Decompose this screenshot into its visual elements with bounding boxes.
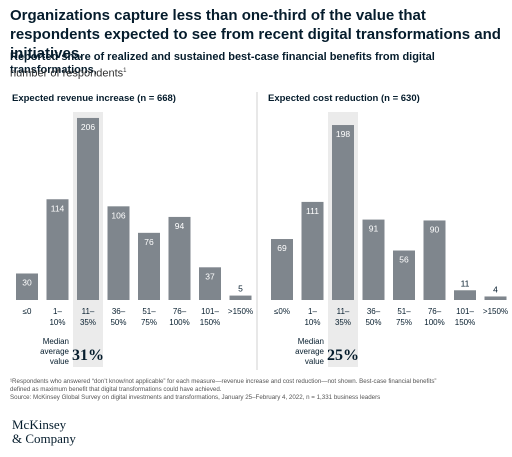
footnote: ¹Respondents who answered “don’t know/no…: [10, 378, 504, 402]
bar-value-label: 114: [51, 203, 65, 213]
median-label-text: Median: [43, 337, 69, 346]
median-value: 25%: [327, 347, 359, 364]
category-tick-label: 150%: [200, 318, 220, 327]
category-tick-label: ≤0%: [274, 307, 290, 316]
bar: [229, 295, 252, 300]
bar: [16, 273, 38, 300]
median-label-text: average: [295, 347, 324, 356]
bar-value-label: 5: [238, 284, 243, 294]
bar: [168, 216, 191, 300]
median-label-text: value: [50, 357, 70, 366]
category-tick-label: 1–: [53, 307, 62, 316]
bar-value-label: 91: [369, 224, 379, 234]
panel-title: Expected cost reduction (n = 630): [268, 93, 420, 104]
bar: [332, 125, 354, 300]
bar-value-label: 76: [144, 237, 154, 247]
footnote-line-1: ¹Respondents who answered “don’t know/no…: [10, 378, 437, 385]
median-label-text: Median: [298, 337, 324, 346]
category-tick-label: 11–: [82, 307, 95, 316]
category-tick-label: 50%: [365, 318, 381, 327]
bar-value-label: 37: [205, 271, 215, 281]
bar: [46, 199, 69, 300]
category-tick-label: 101–: [201, 307, 219, 316]
bar-value-label: 4: [493, 284, 498, 294]
category-tick-label: 100%: [169, 318, 189, 327]
units-text: number of respondents: [10, 67, 124, 80]
bar-value-label: 69: [277, 243, 287, 253]
bar-value-label: 111: [306, 206, 319, 216]
bar-value-label: 206: [81, 122, 95, 132]
bar-value-label: 94: [175, 221, 185, 231]
category-tick-label: 10%: [304, 318, 320, 327]
median-label-text: value: [305, 357, 325, 366]
bar-value-label: 11: [461, 278, 470, 288]
bar: [107, 206, 130, 300]
category-tick-label: 36–: [112, 307, 126, 316]
chart-title: Organizations capture less than one-thir…: [10, 7, 501, 62]
category-tick-label: 51–: [142, 307, 156, 316]
category-tick-label: 76–: [428, 307, 442, 316]
category-tick-label: 100%: [424, 318, 444, 327]
category-tick-label: 35%: [80, 318, 96, 327]
category-tick-label: 35%: [335, 318, 351, 327]
category-tick-label: >150%: [228, 307, 253, 316]
category-tick-label: ≤0: [23, 307, 32, 316]
logo-line-2: & Company: [12, 431, 76, 446]
bar-value-label: 198: [336, 129, 350, 139]
bar: [271, 239, 293, 300]
bar-charts: Expected revenue increase (n = 668) 30 ≤0 1…: [12, 92, 508, 370]
category-tick-label: 1–: [308, 307, 317, 316]
bar: [423, 220, 446, 300]
bar: [138, 232, 160, 300]
category-tick-label: 101–: [456, 307, 474, 316]
category-tick-label: >150%: [483, 307, 508, 316]
median-value: 31%: [72, 347, 104, 364]
category-tick-label: 36–: [367, 307, 381, 316]
category-tick-label: 75%: [141, 318, 157, 327]
panel-title: Expected revenue increase (n = 668): [12, 93, 176, 104]
footnote-line-2: defined as maximum benefit that digital …: [10, 386, 222, 393]
bar: [77, 117, 99, 300]
category-tick-label: 150%: [455, 318, 475, 327]
bar: [484, 296, 507, 300]
category-tick-label: 75%: [396, 318, 412, 327]
bar-value-label: 106: [111, 210, 125, 220]
bar: [362, 219, 385, 300]
units-footnote-marker: 1: [123, 68, 127, 74]
category-tick-label: 50%: [110, 318, 126, 327]
bar-value-label: 56: [399, 255, 409, 265]
bar-value-label: 30: [22, 277, 32, 287]
bar: [301, 201, 324, 300]
bar: [393, 250, 415, 300]
category-tick-label: 51–: [397, 307, 411, 316]
logo-line-1: McKinsey: [12, 417, 67, 432]
mckinsey-logo: McKinsey & Company: [12, 418, 76, 446]
bar: [199, 267, 221, 300]
chart-subtitle: Reported share of realized and sustained…: [10, 51, 435, 76]
median-label-text: average: [40, 347, 69, 356]
category-tick-label: 11–: [337, 307, 350, 316]
bar-value-label: 90: [430, 224, 440, 234]
category-tick-label: 10%: [49, 318, 65, 327]
category-tick-label: 76–: [173, 307, 187, 316]
chart-units: number of respondents1: [10, 65, 126, 81]
source-line: Source: McKinsey Global Survey on digita…: [10, 394, 381, 401]
bar: [454, 290, 476, 300]
